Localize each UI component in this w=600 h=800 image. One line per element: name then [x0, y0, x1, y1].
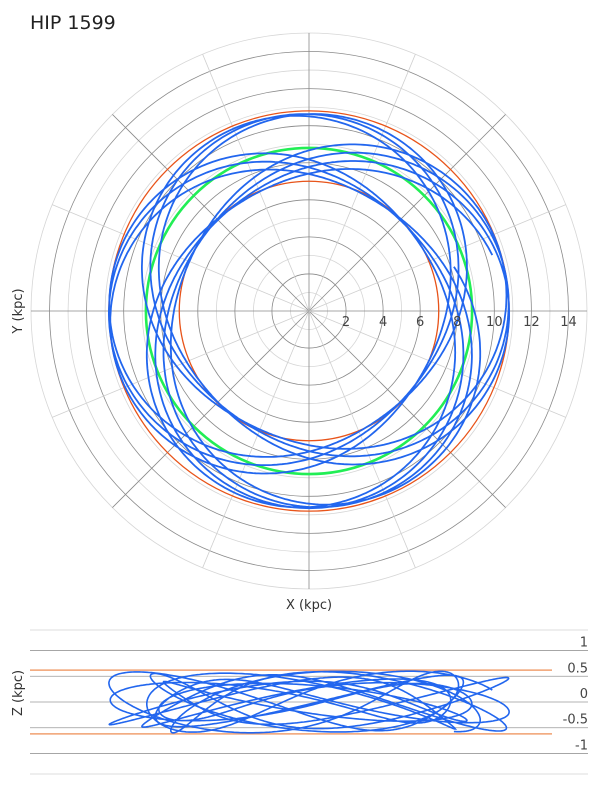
- radial-tick-labels: 2 4 6 8 10 12 14: [342, 315, 577, 330]
- z-tick-label: 1: [580, 636, 588, 651]
- x-axis-label: X (kpc): [286, 598, 332, 613]
- orbit-xy: [108, 113, 510, 510]
- z-tick-label: -1: [575, 738, 588, 753]
- radial-tick-label: 14: [560, 315, 577, 330]
- reference-circle-mean-radius: [144, 146, 474, 476]
- z-tick-labels: 1 0.5 0 -0.5 -1: [563, 636, 588, 754]
- minor-spoke: [308, 310, 566, 418]
- radial-tick-label: 10: [486, 315, 503, 330]
- major-spoke: [112, 114, 310, 312]
- z-tick-label: 0.5: [567, 661, 588, 676]
- radial-tick-label: 4: [379, 315, 387, 330]
- radial-tick-label: 2: [342, 315, 350, 330]
- z-tick-label: -0.5: [563, 713, 588, 728]
- polar-orbit-plot: 2 4 6 8 10 12 14 X (kpc) Y (kpc): [11, 32, 588, 613]
- orbit-xz: [108, 670, 510, 734]
- major-spoke: [308, 114, 506, 312]
- y-axis-label: Y (kpc): [11, 288, 26, 334]
- reference-circle-pericenter: [178, 180, 440, 442]
- z-profile-plot: 1 0.5 0 -0.5 -1 Z (kpc): [11, 629, 588, 775]
- z-axis-label: Z (kpc): [11, 670, 26, 716]
- major-spoke: [308, 310, 506, 508]
- radial-tick-label: 8: [453, 315, 461, 330]
- major-spoke: [112, 310, 310, 508]
- minor-spoke: [308, 54, 416, 312]
- orbit-path: [108, 113, 510, 510]
- radial-tick-label: 6: [416, 315, 424, 330]
- minor-spoke: [52, 310, 310, 418]
- minor-spoke: [308, 204, 566, 312]
- radial-tick-label: 12: [523, 315, 540, 330]
- z-grid: [30, 629, 588, 775]
- orbit-z-path: [108, 670, 510, 734]
- minor-spoke: [202, 54, 310, 312]
- minor-spoke: [308, 310, 416, 568]
- z-reference-lines: [30, 669, 552, 735]
- minor-spoke: [202, 310, 310, 568]
- z-tick-label: 0: [580, 687, 588, 702]
- chart-title: HIP 1599: [30, 12, 116, 34]
